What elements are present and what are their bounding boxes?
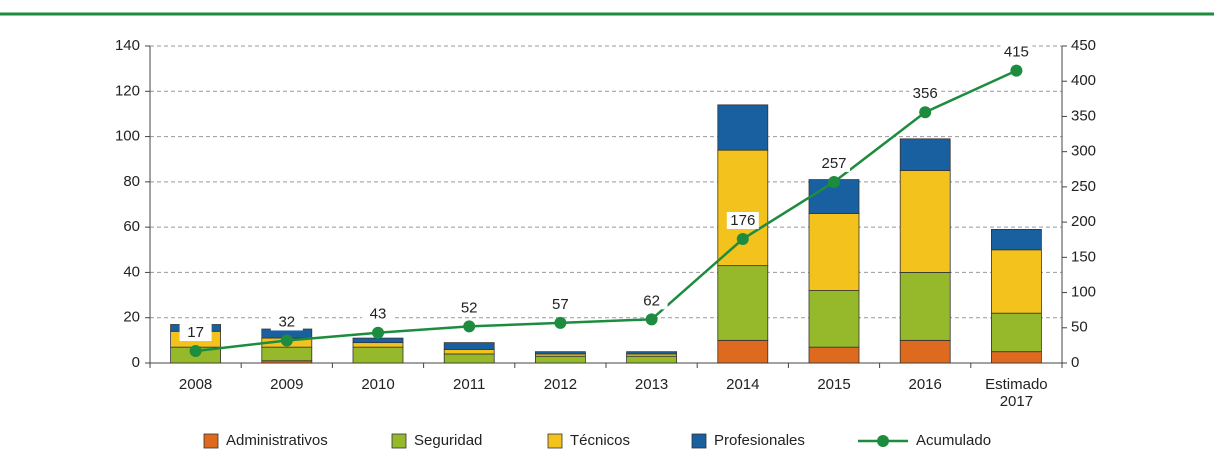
data-label-bg <box>362 305 394 323</box>
bar-segment <box>535 355 586 364</box>
legend-marker <box>877 435 889 447</box>
legend-swatch <box>547 433 563 449</box>
bar-segment <box>991 351 1042 364</box>
line-point <box>1010 64 1023 77</box>
bar-segment <box>991 229 1042 251</box>
x-tick-label: 2015 <box>817 376 851 393</box>
data-label: 356 <box>913 85 938 102</box>
bar-segment <box>352 346 404 364</box>
x-tick-label: 2016 <box>908 376 942 393</box>
x-tick-label: 2009 <box>270 376 304 393</box>
data-label-bg <box>270 313 303 331</box>
bar-segment <box>717 104 769 151</box>
bar-segment <box>899 170 951 273</box>
bar-segment <box>626 351 677 355</box>
bar-segment <box>991 249 1042 314</box>
y2-tick-label: 200 <box>1071 213 1096 230</box>
legend-swatch <box>691 433 707 449</box>
legend-label: Profesionales <box>714 432 805 449</box>
data-label-bg <box>818 154 850 172</box>
bar-segment <box>899 339 951 364</box>
y2-tick-label: 250 <box>1071 178 1096 195</box>
legend-swatch <box>391 433 407 449</box>
data-label: 62 <box>643 292 660 309</box>
y2-tick-label: 450 <box>1071 37 1096 54</box>
x-tick-label: 2008 <box>178 376 213 393</box>
data-label-bg <box>726 212 759 230</box>
line-point <box>645 313 658 326</box>
data-label: 57 <box>552 296 569 313</box>
line-point <box>280 334 293 347</box>
x-tick-label: 2013 <box>634 376 669 393</box>
y-tick-label: 20 <box>123 309 140 326</box>
bar-segment <box>899 272 951 341</box>
line-point <box>372 326 384 339</box>
bar-segment <box>443 349 495 355</box>
legend-swatch <box>203 433 219 449</box>
bar-segment <box>443 353 495 364</box>
y2-tick-label: 350 <box>1071 107 1096 124</box>
bar-segment <box>808 213 860 291</box>
data-label-bg <box>635 292 668 310</box>
line-point <box>736 233 749 246</box>
bar-segment <box>352 342 404 348</box>
bar-segment <box>717 339 769 364</box>
bar-segment <box>808 346 860 364</box>
y2-tick-label: 400 <box>1071 72 1096 89</box>
data-label: 415 <box>1004 44 1029 61</box>
bar-segment <box>717 265 769 341</box>
bar-segment <box>626 355 677 364</box>
x-tick-label: 2014 <box>726 376 760 393</box>
bar-segment <box>991 312 1042 353</box>
y-tick-label: 60 <box>123 218 140 235</box>
y-tick-label: 140 <box>115 37 140 54</box>
line-point <box>463 320 476 333</box>
data-label-bg <box>179 324 212 342</box>
data-label: 176 <box>730 212 755 229</box>
legend-label: Técnicos <box>570 432 630 449</box>
data-label-bg <box>544 295 577 313</box>
y-tick-label: 0 <box>132 354 140 371</box>
y2-tick-label: 150 <box>1071 248 1096 265</box>
y2-tick-label: 50 <box>1071 319 1088 336</box>
data-label-bg <box>909 85 942 103</box>
bar-segment <box>443 342 495 350</box>
line-point <box>554 316 567 329</box>
line-point <box>828 175 840 188</box>
bar-segment <box>352 337 404 344</box>
legend-label: Administrativos <box>226 432 328 449</box>
y-tick-label: 100 <box>115 128 140 145</box>
line <box>195 69 1017 353</box>
y2-tick-label: 0 <box>1071 354 1079 371</box>
data-label: 17 <box>187 324 204 341</box>
data-label-bg <box>453 299 486 317</box>
data-label: 32 <box>278 313 295 330</box>
x-tick-label: 2011 <box>453 376 486 393</box>
data-label: 52 <box>461 299 478 316</box>
x-tick-label: 2012 <box>543 376 578 393</box>
y2-tick-label: 300 <box>1071 143 1096 160</box>
legend-label: Seguridad <box>414 432 482 449</box>
bar-segment <box>808 290 860 348</box>
bar-segment <box>717 149 769 267</box>
y-tick-label: 120 <box>115 82 140 99</box>
y2-tick-label: 100 <box>1071 284 1096 301</box>
legend-label: Acumulado <box>916 432 991 449</box>
bar-segment <box>535 351 586 355</box>
data-label-bg <box>1000 43 1033 61</box>
bar-segment <box>261 346 313 362</box>
y-tick-label: 80 <box>123 173 140 190</box>
line-point <box>919 106 932 119</box>
x-tick-label: 2010 <box>361 376 395 393</box>
x-tick-label: Estimado 2017 <box>985 376 1048 410</box>
data-label: 43 <box>370 306 387 323</box>
y-tick-label: 40 <box>123 263 140 280</box>
data-label: 257 <box>821 155 846 172</box>
bar-segment <box>899 138 951 171</box>
line-point <box>189 345 202 358</box>
